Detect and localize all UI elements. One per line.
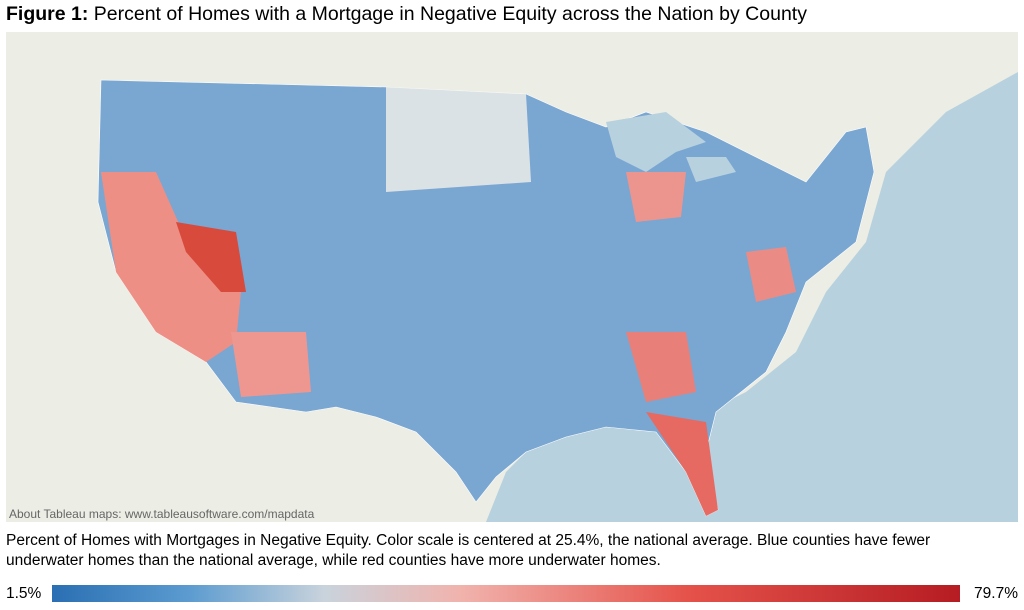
color-legend: 1.5% 79.7% (6, 583, 1018, 605)
great-lakes (606, 112, 706, 172)
title: Figure 1: Percent of Homes with a Mortga… (6, 3, 807, 26)
figure-label: Figure 1: (6, 3, 89, 25)
legend-min: 1.5% (6, 585, 42, 602)
arizona-high (231, 332, 311, 397)
caption: Percent of Homes with Mortgages in Negat… (6, 532, 931, 569)
legend-gradient (52, 585, 960, 602)
legend-max: 79.7% (974, 585, 1018, 602)
georgia-high (626, 332, 696, 402)
michigan-high (626, 172, 686, 222)
lake-erie (686, 157, 736, 182)
figure-title: Percent of Homes with a Mortgage in Nega… (93, 3, 807, 25)
california-high (101, 172, 241, 362)
low-data-region (386, 87, 531, 192)
maryland-high (746, 247, 796, 302)
florida-high (646, 412, 718, 516)
map-attribution: About Tableau maps: www.tableausoftware.… (9, 507, 315, 521)
nevada-high (176, 222, 246, 292)
map (6, 32, 1018, 522)
